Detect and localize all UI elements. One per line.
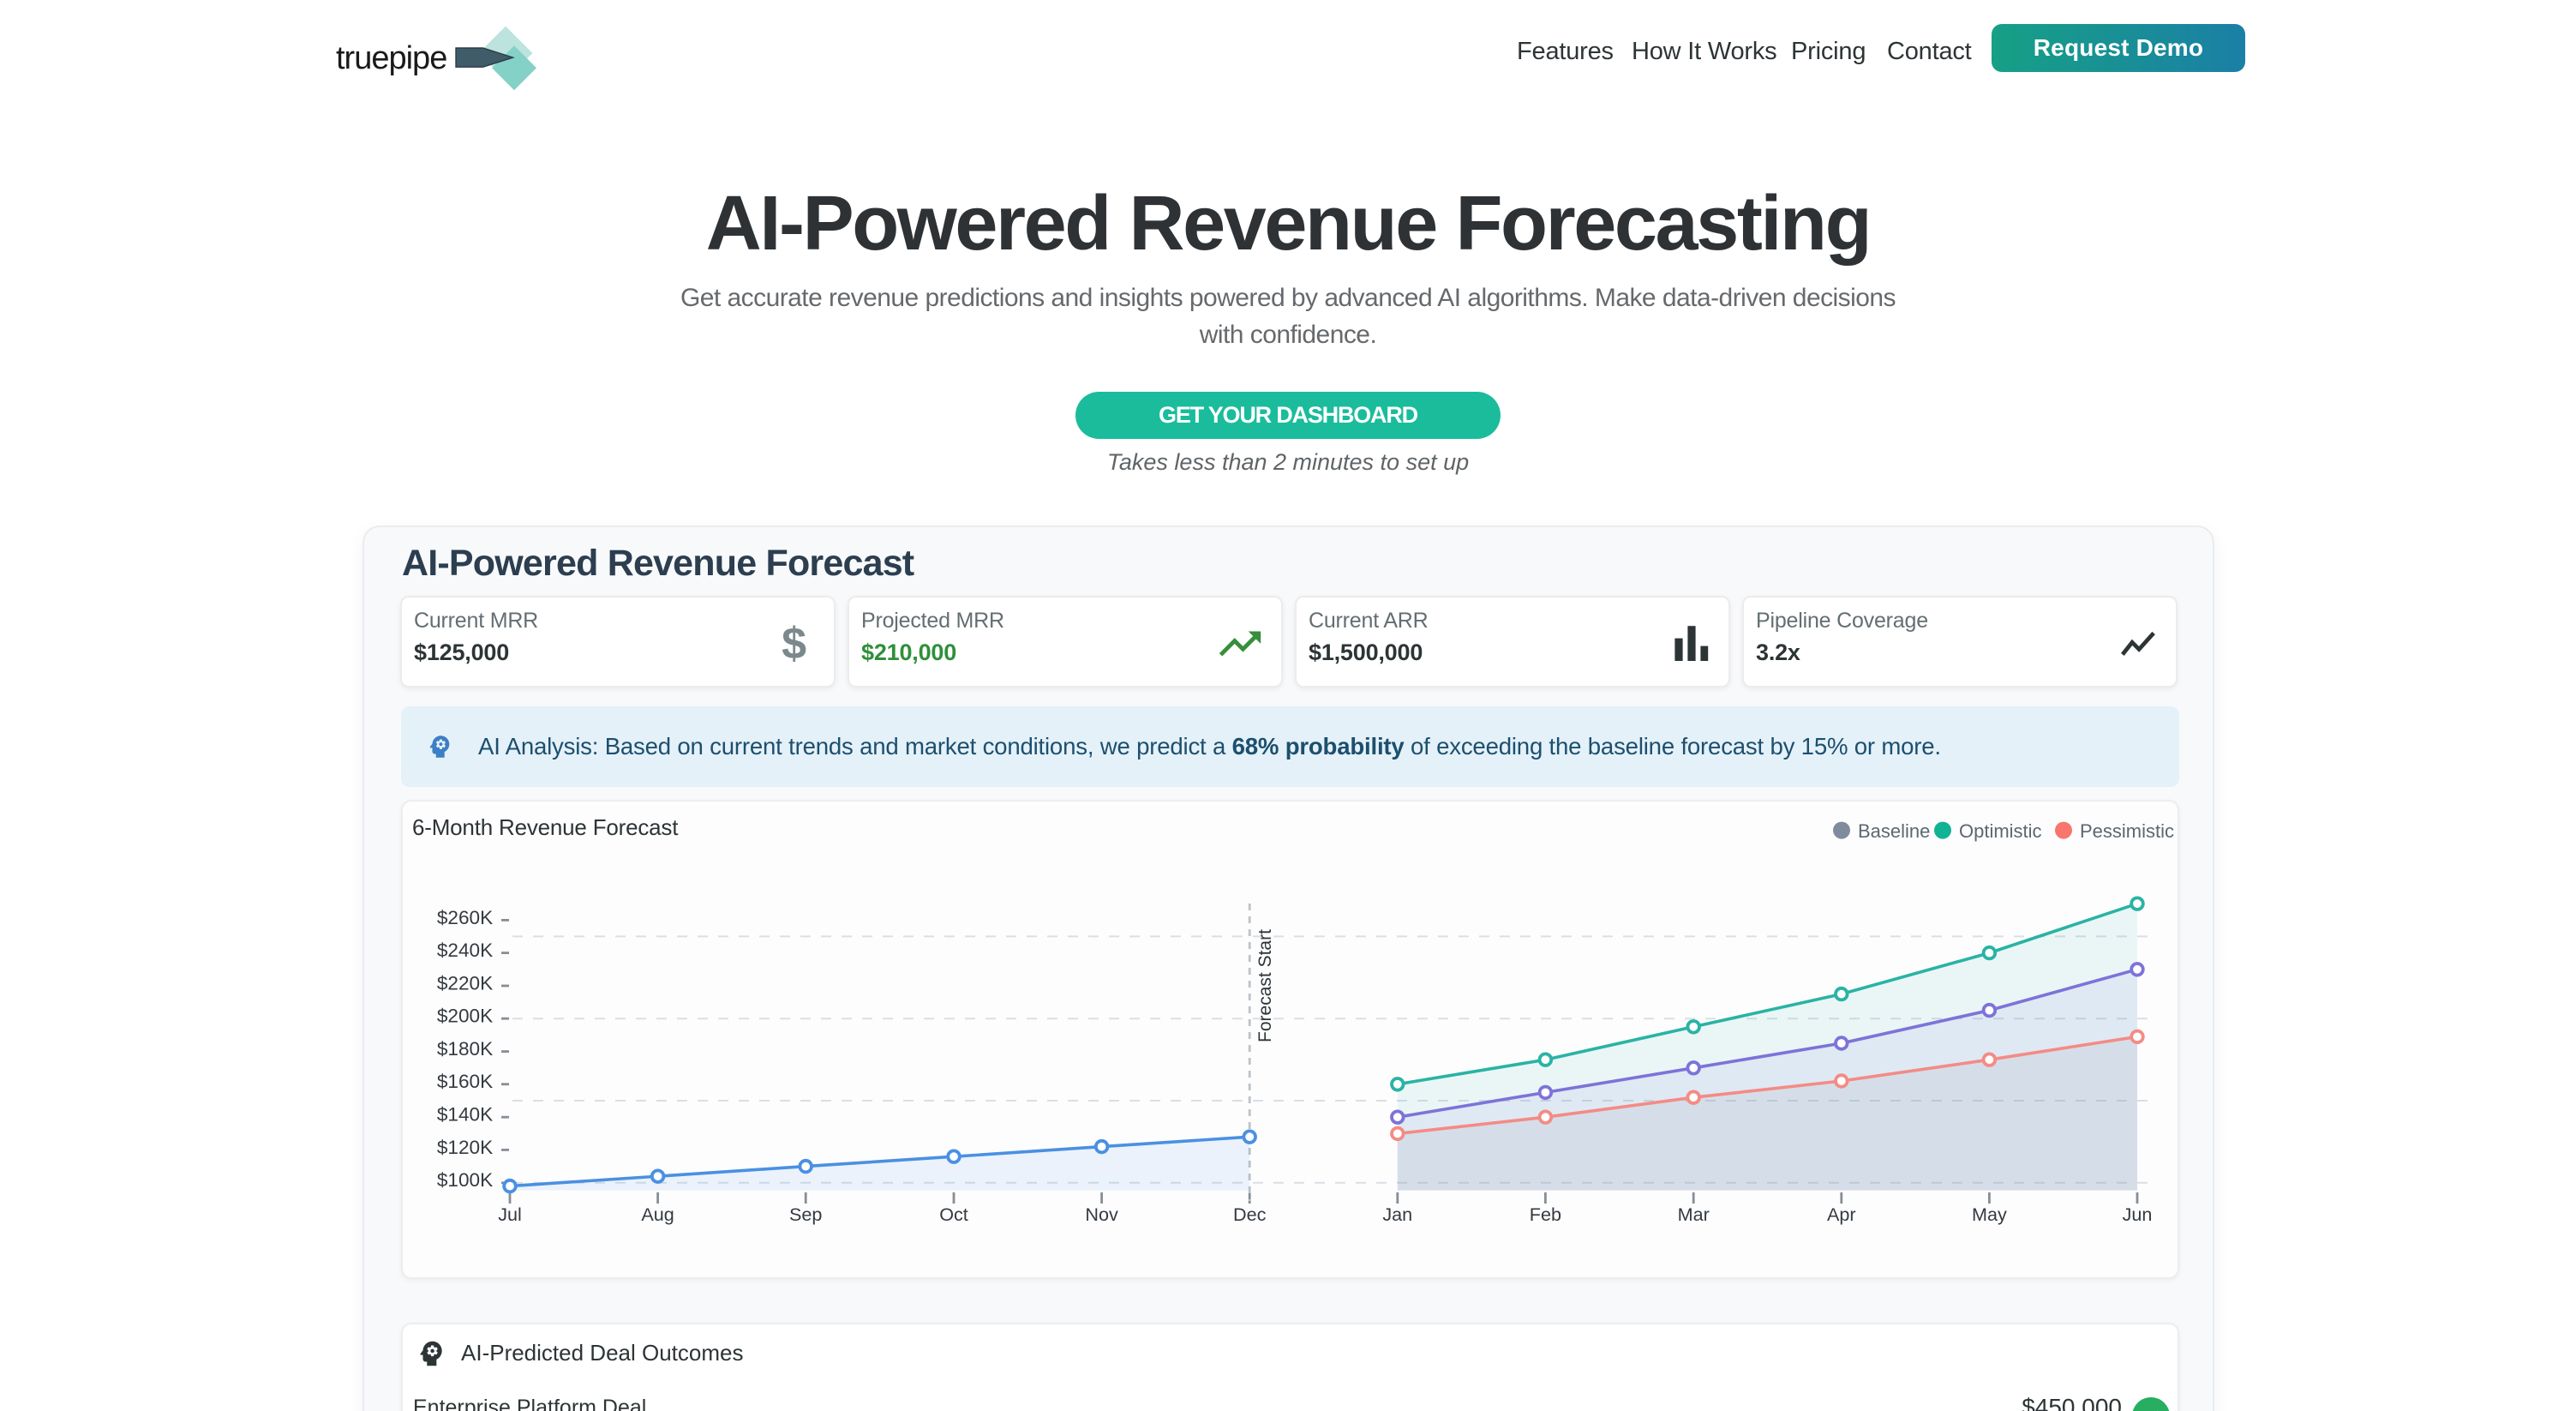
svg-text:$160K: $160K bbox=[437, 1071, 493, 1092]
svg-text:$140K: $140K bbox=[437, 1104, 493, 1126]
svg-text:$180K: $180K bbox=[437, 1038, 493, 1060]
svg-text:Dec: Dec bbox=[1233, 1204, 1267, 1225]
svg-text:$100K: $100K bbox=[437, 1169, 493, 1191]
svg-text:Jan: Jan bbox=[1382, 1204, 1412, 1225]
svg-text:Jun: Jun bbox=[2123, 1204, 2153, 1225]
svg-text:Pessimistic: Pessimistic bbox=[2080, 820, 2174, 842]
svg-text:Baseline: Baseline bbox=[1858, 820, 1930, 842]
svg-text:6-Month Revenue Forecast: 6-Month Revenue Forecast bbox=[412, 814, 679, 840]
svg-text:Sep: Sep bbox=[789, 1204, 822, 1225]
svg-text:May: May bbox=[1972, 1204, 2007, 1225]
svg-text:Mar: Mar bbox=[1678, 1204, 1710, 1225]
svg-text:$200K: $200K bbox=[437, 1006, 493, 1027]
svg-text:Aug: Aug bbox=[641, 1204, 674, 1225]
svg-text:Jul: Jul bbox=[498, 1204, 522, 1225]
svg-text:$260K: $260K bbox=[437, 907, 493, 928]
svg-text:$240K: $240K bbox=[437, 940, 493, 961]
svg-text:Optimistic: Optimistic bbox=[1959, 820, 2042, 842]
svg-text:Nov: Nov bbox=[1085, 1204, 1118, 1225]
svg-text:$120K: $120K bbox=[437, 1137, 493, 1158]
svg-text:$220K: $220K bbox=[437, 972, 493, 994]
svg-text:Feb: Feb bbox=[1530, 1204, 1561, 1225]
svg-text:Oct: Oct bbox=[939, 1204, 968, 1225]
svg-text:Forecast Start: Forecast Start bbox=[1255, 929, 1275, 1042]
svg-text:Apr: Apr bbox=[1827, 1204, 1856, 1225]
